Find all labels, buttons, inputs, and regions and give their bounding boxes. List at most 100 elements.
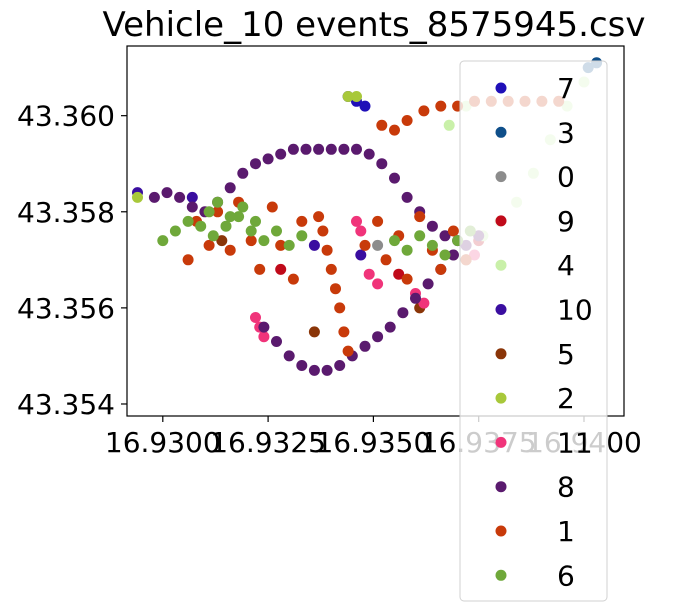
- point-series-1-19: [435, 263, 447, 275]
- point-series-8-8: [250, 158, 261, 170]
- plot-frame: [126, 45, 625, 417]
- legend-label-10: 10: [557, 294, 593, 327]
- point-series-1-9: [275, 239, 287, 251]
- y-tick-label: 43.356: [17, 292, 115, 325]
- legend-label-6: 6: [557, 559, 575, 592]
- legend-label-11: 11: [557, 426, 593, 459]
- point-series-8-34: [372, 331, 384, 343]
- legend-label-2: 2: [557, 382, 575, 415]
- legend-label-7: 7: [557, 72, 575, 105]
- point-series-1-23: [389, 124, 400, 136]
- point-series-8-1: [161, 187, 173, 199]
- point-series-8-9: [262, 153, 274, 165]
- point-series-8-7: [237, 167, 249, 179]
- point-series-2-0: [132, 191, 143, 203]
- point-series-6-5: [220, 220, 232, 232]
- point-series-1-4: [224, 244, 236, 256]
- legend-marker-1: [495, 525, 507, 537]
- point-series-1-16: [401, 273, 413, 285]
- point-series-1-6: [245, 235, 257, 247]
- point-series-1-2: [203, 239, 215, 251]
- point-series-8-35: [384, 321, 396, 333]
- y-axis: 43.354 43.356 43.358 43.360: [17, 100, 127, 421]
- series-11: [250, 215, 480, 343]
- point-series-1-20: [447, 225, 459, 237]
- legend-marker-7: [495, 82, 507, 94]
- point-series-9-1: [393, 268, 405, 280]
- point-series-1-35: [338, 326, 350, 338]
- series-1: [182, 95, 565, 357]
- point-series-6-19: [203, 206, 215, 218]
- x-tick-label: 16.9350: [315, 426, 431, 459]
- point-series-8-37: [410, 292, 421, 304]
- point-series-1-8: [266, 201, 278, 213]
- point-series-6-23: [250, 215, 261, 227]
- point-series-9-0: [275, 263, 287, 275]
- point-series-1-12: [359, 239, 371, 251]
- point-series-8-17: [363, 148, 375, 160]
- point-series-1-3: [212, 206, 224, 218]
- x-tick-label: 16.9325: [210, 426, 326, 459]
- x-tick-label: 16.9300: [105, 426, 221, 459]
- legend-marker-11: [495, 436, 507, 448]
- legend-marker-6: [495, 569, 507, 581]
- point-series-2-2: [351, 91, 362, 102]
- point-series-10-1: [186, 191, 198, 203]
- point-series-8-13: [313, 143, 325, 155]
- point-series-8-2: [174, 191, 186, 203]
- point-series-6-2: [182, 215, 194, 227]
- point-series-8-27: [283, 350, 295, 362]
- point-series-8-31: [334, 360, 346, 371]
- legend-marker-2: [495, 392, 507, 404]
- point-series-1-39: [321, 244, 333, 256]
- point-series-6-16: [439, 249, 451, 261]
- legend-marker-8: [495, 481, 507, 493]
- point-series-6-3: [195, 220, 207, 232]
- point-series-8-40: [447, 249, 459, 261]
- legend-label-5: 5: [557, 338, 575, 371]
- point-series-8-33: [359, 340, 371, 352]
- point-series-8-6: [224, 182, 236, 194]
- point-series-6-9: [271, 225, 282, 237]
- point-series-8-23: [439, 230, 451, 242]
- legend-marker-4: [495, 259, 507, 271]
- point-series-1-11: [296, 215, 308, 227]
- point-series-8-0: [148, 191, 160, 203]
- point-series-8-11: [287, 143, 299, 155]
- legend: 7 3 0 9 4 10 5 2 11 8 1 6: [459, 60, 608, 602]
- point-series-8-18: [376, 158, 388, 170]
- point-series-1-41: [313, 211, 325, 223]
- point-series-11-0: [250, 312, 261, 323]
- series-8: [148, 143, 485, 376]
- point-series-1-22: [376, 119, 388, 131]
- legend-frame: [459, 60, 608, 602]
- point-series-6-21: [224, 211, 236, 223]
- point-series-11-6: [372, 278, 384, 290]
- point-series-6-22: [237, 201, 249, 213]
- point-series-7-2: [359, 100, 371, 112]
- point-series-8-3: [186, 201, 198, 213]
- point-series-8-16: [351, 143, 362, 155]
- point-series-11-4: [355, 225, 367, 237]
- chart-title: Vehicle_10 events_8575945.csv: [103, 5, 646, 45]
- point-series-6-4: [207, 230, 219, 242]
- point-series-8-26: [271, 336, 282, 347]
- point-series-11-2: [258, 331, 270, 343]
- legend-marker-5: [495, 348, 507, 360]
- point-series-10-3: [355, 249, 367, 261]
- legend-label-4: 4: [557, 249, 575, 282]
- point-series-6-20: [212, 196, 224, 208]
- point-series-1-25: [418, 105, 430, 117]
- point-series-1-10: [287, 273, 299, 285]
- point-series-1-38: [325, 263, 337, 275]
- point-series-6-8: [258, 235, 270, 247]
- point-series-6-12: [389, 235, 400, 247]
- legend-marker-0: [495, 171, 507, 183]
- y-tick-label: 43.354: [17, 388, 115, 421]
- point-series-8-14: [325, 143, 337, 155]
- point-series-0-0: [372, 239, 384, 251]
- point-series-8-10: [275, 148, 287, 160]
- point-series-8-28: [296, 360, 308, 371]
- point-series-11-8: [418, 297, 430, 309]
